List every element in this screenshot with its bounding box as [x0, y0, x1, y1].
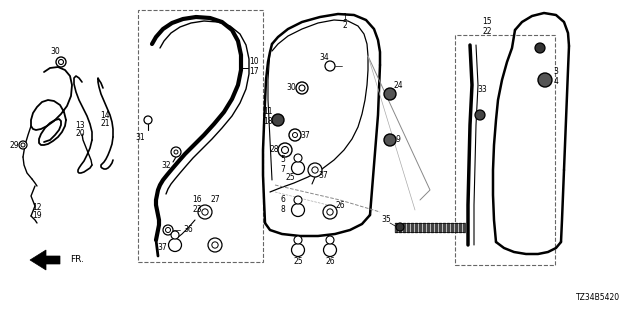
Circle shape: [289, 129, 301, 141]
Circle shape: [202, 209, 208, 215]
Circle shape: [475, 110, 485, 120]
Circle shape: [174, 150, 178, 154]
Circle shape: [296, 82, 308, 94]
Circle shape: [291, 162, 305, 174]
Text: 25: 25: [285, 173, 295, 182]
Text: 37: 37: [318, 171, 328, 180]
Text: 24: 24: [393, 81, 403, 90]
Text: 25: 25: [293, 258, 303, 267]
Text: 19: 19: [32, 211, 42, 220]
Circle shape: [168, 238, 182, 252]
Circle shape: [323, 244, 337, 257]
Text: 32: 32: [161, 161, 171, 170]
Circle shape: [19, 141, 27, 149]
Text: 29: 29: [9, 140, 19, 149]
Text: 3: 3: [554, 68, 559, 76]
Bar: [455, 35, 555, 265]
Circle shape: [21, 143, 25, 147]
Text: 37: 37: [157, 244, 167, 252]
Circle shape: [327, 209, 333, 215]
Circle shape: [294, 154, 302, 162]
Text: 23: 23: [192, 205, 202, 214]
Text: 36: 36: [183, 226, 193, 235]
Text: 6: 6: [280, 196, 285, 204]
Text: 35: 35: [381, 215, 391, 225]
Circle shape: [58, 60, 63, 65]
Text: 10: 10: [249, 57, 259, 66]
Text: 26: 26: [325, 258, 335, 267]
Text: 13: 13: [75, 121, 85, 130]
Circle shape: [294, 196, 302, 204]
Circle shape: [212, 242, 218, 248]
Circle shape: [278, 143, 292, 157]
Circle shape: [535, 43, 545, 53]
Text: 17: 17: [249, 67, 259, 76]
Circle shape: [292, 132, 298, 138]
Circle shape: [144, 116, 152, 124]
Circle shape: [396, 223, 404, 231]
Circle shape: [323, 205, 337, 219]
Text: FR.: FR.: [70, 255, 84, 265]
Text: 8: 8: [280, 205, 285, 214]
Text: 9: 9: [396, 135, 401, 145]
Text: 31: 31: [135, 132, 145, 141]
Bar: [138, 10, 263, 262]
Circle shape: [282, 147, 289, 154]
Circle shape: [56, 57, 66, 67]
Text: 12: 12: [32, 203, 42, 212]
Text: TZ34B5420: TZ34B5420: [576, 293, 620, 302]
Text: 26: 26: [335, 201, 345, 210]
Circle shape: [208, 238, 222, 252]
Text: 18: 18: [263, 117, 273, 126]
Text: 33: 33: [477, 85, 487, 94]
Circle shape: [384, 134, 396, 146]
Text: 27: 27: [210, 196, 220, 204]
Text: 7: 7: [280, 165, 285, 174]
Text: 30: 30: [286, 84, 296, 92]
Text: 15: 15: [482, 18, 492, 27]
Circle shape: [299, 85, 305, 91]
Circle shape: [308, 163, 322, 177]
Text: 22: 22: [483, 28, 492, 36]
Text: 28: 28: [269, 146, 279, 155]
Circle shape: [171, 231, 179, 239]
Circle shape: [272, 114, 284, 126]
Text: 20: 20: [75, 130, 85, 139]
Text: 16: 16: [192, 196, 202, 204]
Polygon shape: [30, 250, 60, 270]
Text: 37: 37: [300, 131, 310, 140]
Circle shape: [312, 167, 318, 173]
Text: 5: 5: [280, 156, 285, 164]
Circle shape: [326, 236, 334, 244]
Text: 30: 30: [50, 47, 60, 57]
Circle shape: [384, 88, 396, 100]
Text: 34: 34: [319, 53, 329, 62]
Text: 11: 11: [263, 108, 273, 116]
Circle shape: [325, 61, 335, 71]
Circle shape: [294, 236, 302, 244]
Circle shape: [163, 225, 173, 235]
Circle shape: [171, 147, 181, 157]
Circle shape: [291, 204, 305, 217]
Text: 2: 2: [342, 21, 348, 30]
Circle shape: [538, 73, 552, 87]
Text: 4: 4: [554, 77, 559, 86]
Text: 14: 14: [100, 110, 110, 119]
Circle shape: [291, 244, 305, 257]
Text: 21: 21: [100, 119, 109, 129]
Circle shape: [166, 228, 170, 233]
Text: 1: 1: [342, 12, 348, 21]
Circle shape: [198, 205, 212, 219]
